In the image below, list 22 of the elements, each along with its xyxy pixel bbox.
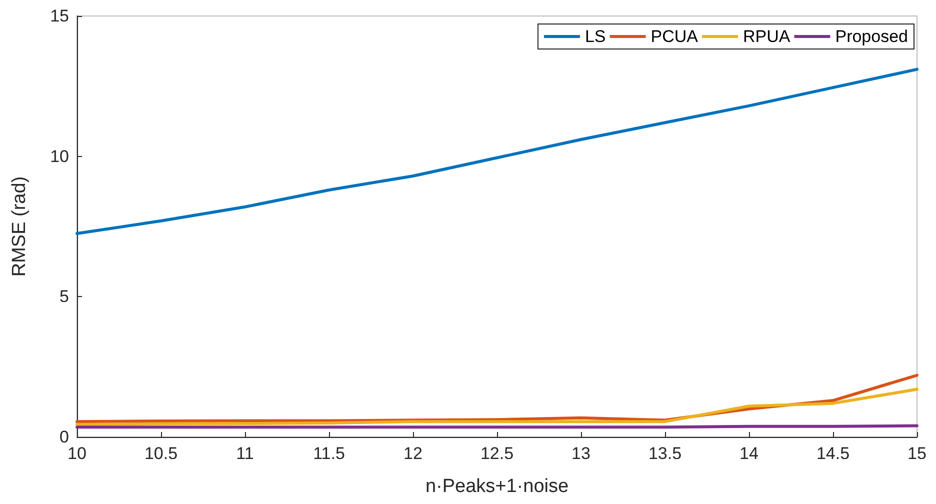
x-tick-label: 13.5 xyxy=(648,444,682,463)
legend-label: PCUA xyxy=(650,27,699,46)
y-axis-title: RMSE (rad) xyxy=(9,176,30,277)
x-tick-label: 14 xyxy=(740,444,758,463)
line-series xyxy=(76,68,918,236)
line-series xyxy=(76,388,918,426)
x-tick-label: 11.5 xyxy=(313,444,345,463)
x-tick-label: 11 xyxy=(236,444,254,463)
x-tick-label: 12.5 xyxy=(480,444,514,463)
x-tick-label: 12 xyxy=(404,444,422,463)
legend-label: Proposed xyxy=(835,27,908,46)
y-tick-label: 10 xyxy=(50,146,69,166)
x-tick-label: 13 xyxy=(572,444,590,463)
y-tick-label: 0 xyxy=(60,428,69,446)
y-tick-label: 15 xyxy=(50,6,69,26)
x-axis-title: n·Peaks+1·noise xyxy=(425,476,569,497)
x-tick-label: 14.5 xyxy=(816,444,850,463)
legend-label: LS xyxy=(584,27,606,46)
x-tick-label: 10.5 xyxy=(144,444,178,463)
x-tick-label: 15 xyxy=(908,444,926,463)
y-tick-label: 5 xyxy=(60,287,69,306)
legend-label: RPUA xyxy=(742,27,791,46)
